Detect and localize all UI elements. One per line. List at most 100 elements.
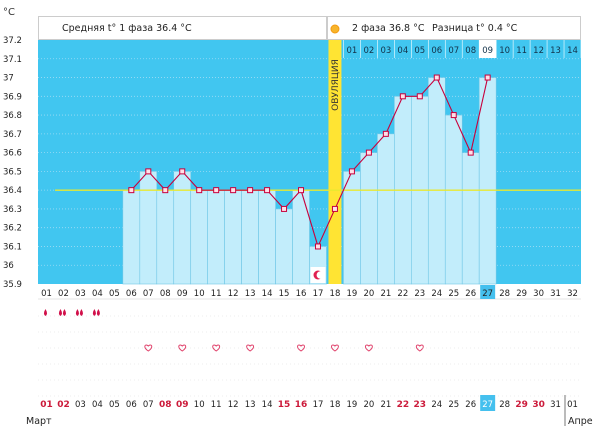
temperature-point: [416, 93, 423, 100]
calendar-date: 19: [347, 400, 358, 410]
temperature-point: [145, 168, 152, 175]
calendar-date: 26: [465, 400, 476, 410]
calendar-date: 07: [143, 400, 154, 410]
calendar-date: 25: [448, 400, 459, 410]
x-tick-label: 07: [143, 289, 154, 299]
phase2-day-label: 04: [397, 46, 408, 56]
calendar-date: 21: [380, 400, 391, 410]
temperature-bar: [241, 189, 259, 285]
plot-area: 01 02 03 04 05 06 07 08 09 10 11 12 13 14 ОВУЛЯЦИЯ: [38, 24, 582, 285]
x-tick-label: 04: [92, 289, 103, 299]
x-tick-label: 05: [109, 289, 120, 299]
phase2-day-label: 01: [347, 46, 358, 56]
today-highlight: [480, 395, 496, 411]
y-tick-label: 36.9: [3, 92, 22, 102]
calendar-date: 15: [278, 400, 291, 410]
phase2-day-label: 07: [448, 46, 459, 56]
calendar-date: 02: [57, 400, 70, 410]
heart-icon: [246, 344, 255, 352]
phase2-day-label: 14: [567, 46, 578, 56]
x-tick-label: 21: [380, 289, 391, 299]
ovulation-label: ОВУЛЯЦИЯ: [331, 59, 341, 111]
temperature-line: [130, 76, 489, 249]
x-tick-label: 17: [313, 289, 324, 299]
calendar-date: 29: [515, 400, 528, 410]
temperature-point: [179, 168, 186, 175]
x-tick-label: 22: [397, 289, 408, 299]
calendar-date: 18: [330, 400, 341, 410]
calendar-date: 28: [499, 400, 510, 410]
y-tick-label: 36.8: [3, 111, 22, 121]
calendar-row: 01 02 03 04 05 06 07 08 09 10 11 12 13 14 15 16 17 18 19 20…: [26, 395, 593, 427]
calendar-date: 30: [532, 400, 545, 410]
calendar-date: 11: [211, 400, 222, 410]
temperature-point: [247, 187, 254, 194]
x-tick-label: 08: [160, 289, 171, 299]
y-tick-label: 36.5: [3, 167, 22, 177]
temperature-bar: [377, 133, 395, 285]
y-tick-label: 36.2: [3, 224, 22, 234]
x-tick-label: 25: [448, 289, 459, 299]
drop-icon: [58, 309, 62, 316]
y-tick-label: 36.7: [3, 130, 22, 140]
calendar-date: 13: [245, 400, 256, 410]
calendar-date: 14: [262, 400, 273, 410]
temperature-bar: [258, 189, 276, 285]
drop-icon: [75, 309, 79, 316]
temperature-point: [264, 187, 271, 194]
phase2-day-label: 06: [431, 46, 442, 56]
temperature-point: [298, 187, 305, 194]
drop-icon: [79, 309, 83, 316]
calendar-date: 03: [75, 400, 86, 410]
phase2-day-label: 12: [533, 46, 544, 56]
sun-icon: [330, 24, 340, 34]
y-axis: 37.2 37.1 37 36.9 36.8 36.7 36.6 36.5 36.4 36.3 36…: [3, 36, 22, 290]
temperature-point: [433, 74, 440, 81]
drop-icon: [62, 309, 66, 316]
y-tick-label: 36.6: [3, 149, 22, 159]
temperature-bar: [292, 189, 310, 285]
x-tick-label: 28: [499, 289, 510, 299]
temperature-point: [230, 187, 237, 194]
calendar-date: 20: [363, 400, 374, 410]
calendar-date: 06: [126, 400, 137, 410]
x-tick-label: 15: [279, 289, 290, 299]
temperature-point: [128, 187, 135, 194]
temperature-bar: [360, 152, 378, 285]
temperature-point: [365, 149, 372, 156]
calendar-date: 16: [295, 400, 308, 410]
month-label-start: Март: [26, 416, 52, 427]
ovulation-column: [328, 40, 342, 284]
unit-label: °C: [3, 7, 15, 18]
temperature-bar: [444, 114, 463, 285]
temperature-bar: [173, 171, 192, 285]
y-tick-label: 36: [3, 261, 14, 271]
x-tick-label: 27: [482, 289, 493, 299]
calendar-date: 10: [194, 400, 205, 410]
phase2-day-label: 05: [414, 46, 425, 56]
y-tick-label: 37.2: [3, 36, 22, 46]
temperature-point: [399, 93, 406, 100]
calendar-date: 17: [313, 400, 324, 410]
temperature-bar: [190, 189, 208, 285]
phase2-day-label: 08: [465, 46, 476, 56]
x-tick-label: 11: [211, 289, 222, 299]
y-tick-label: 35.9: [3, 280, 22, 290]
x-tick-label: 30: [533, 289, 544, 299]
temperature-bar: [427, 77, 446, 285]
heart-icon: [331, 344, 339, 352]
temperature-point: [348, 168, 355, 175]
calendar-date: 27: [482, 400, 493, 410]
drop-icon: [96, 309, 100, 316]
calendar-date: 12: [228, 400, 239, 410]
temperature-bar: [478, 77, 497, 285]
x-tick-label: 29: [516, 289, 527, 299]
heart-icon: [178, 344, 187, 352]
temperature-point: [314, 243, 321, 250]
phase2-day-label: 09: [482, 46, 493, 56]
heart-icon: [364, 344, 373, 352]
temperature-point: [162, 187, 169, 194]
phase2-day-label: 10: [499, 46, 510, 56]
x-tick-label: 23: [414, 289, 425, 299]
